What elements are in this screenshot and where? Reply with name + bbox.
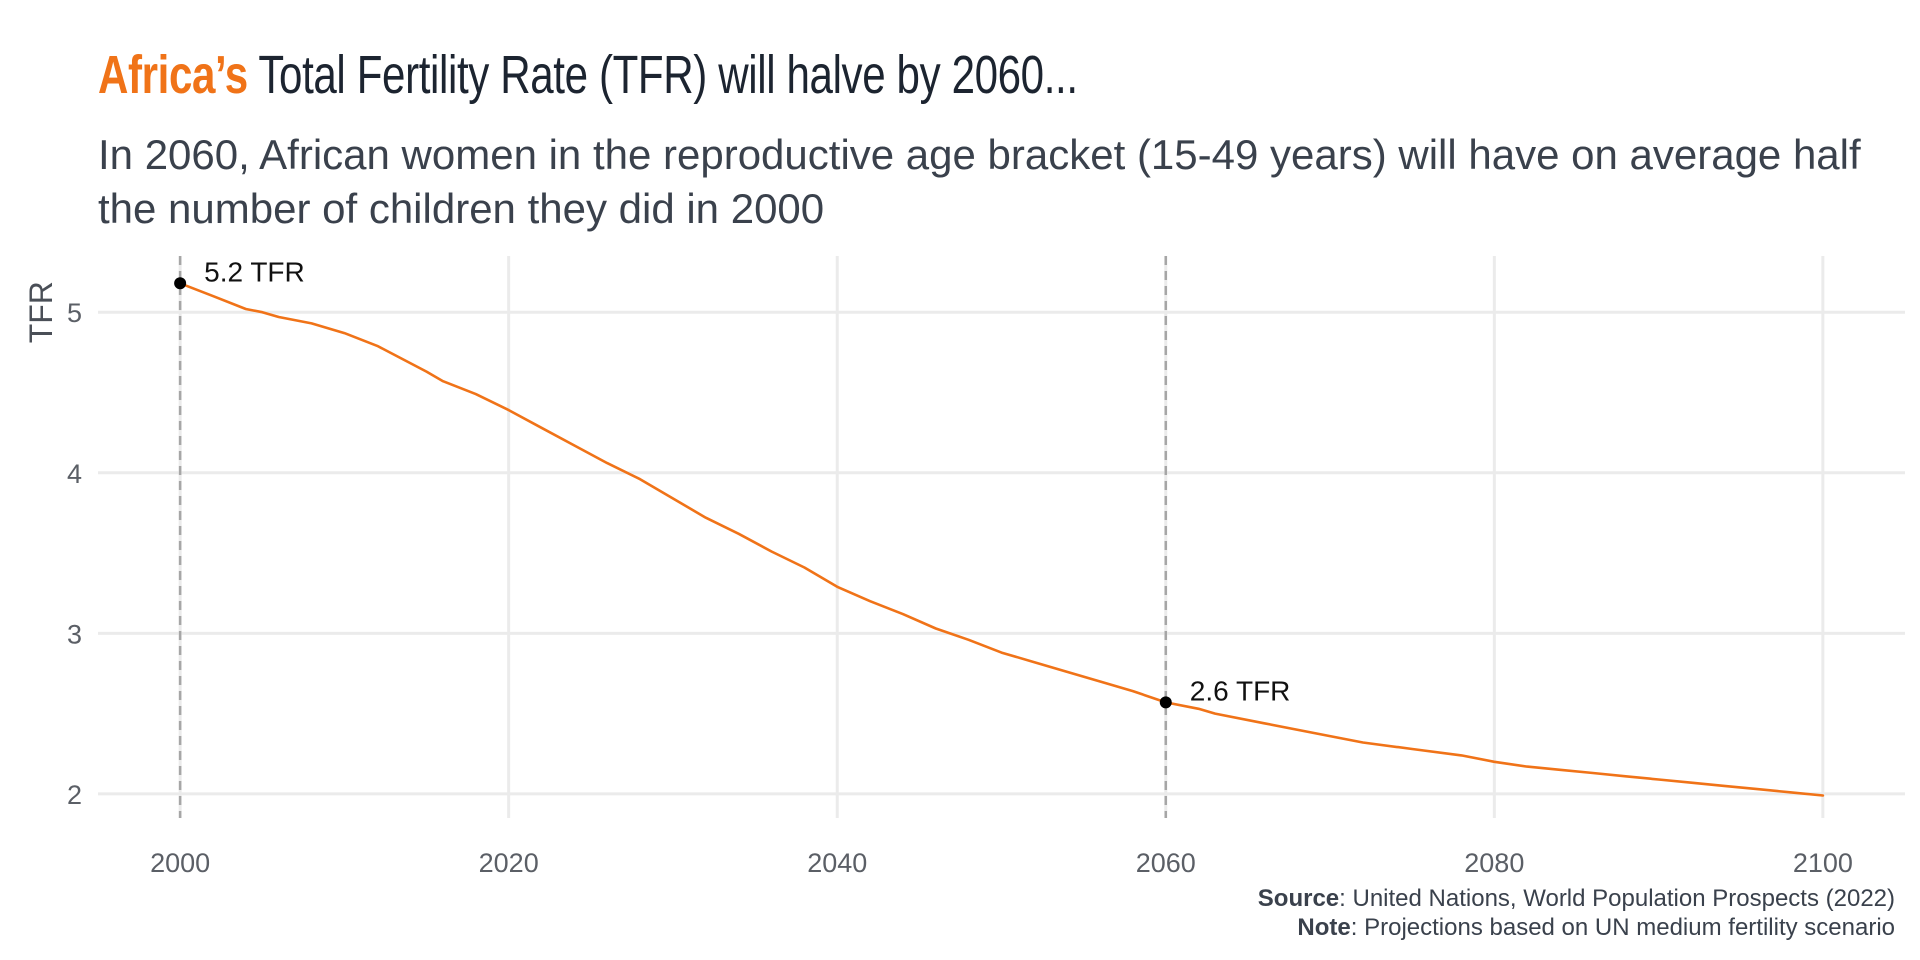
note-label: Note xyxy=(1297,914,1351,941)
x-tick-label: 2040 xyxy=(807,848,867,878)
data-label-2000: 5.2 TFR xyxy=(204,256,305,287)
data-point-2060 xyxy=(1159,696,1172,709)
source-text: : United Nations, World Population Prosp… xyxy=(1339,885,1895,912)
reference-lines xyxy=(178,256,1168,818)
data-point-2000 xyxy=(174,277,187,290)
axis-layer: 2 3 4 5 2000 2020 2040 2060 2080 2100 TFR xyxy=(23,281,1853,878)
y-tick-label: 2 xyxy=(67,780,82,810)
x-tick-label: 2100 xyxy=(1793,848,1853,878)
chart-title-accent: Africa’s xyxy=(98,45,248,105)
y-tick-label: 5 xyxy=(67,298,82,328)
x-tick-label: 2000 xyxy=(150,848,210,878)
series-layer xyxy=(178,281,1825,797)
source-label: Source xyxy=(1257,885,1340,912)
y-tick-label: 4 xyxy=(67,459,82,489)
x-tick-label: 2080 xyxy=(1464,848,1524,878)
methodology-note: Note: Projections based on UN medium fer… xyxy=(1297,913,1895,943)
annotation-layer: 5.2 TFR 2.6 TFR xyxy=(174,256,1291,709)
chart-title-rest: Total Fertility Rate (TFR) will halve by… xyxy=(247,45,1078,105)
note-text: : Projections based on UN medium fertili… xyxy=(1350,914,1895,941)
y-tick-label: 3 xyxy=(67,619,82,649)
grid-layer xyxy=(98,256,1905,818)
y-axis-label: TFR xyxy=(23,281,59,343)
x-tick-label: 2020 xyxy=(479,848,539,878)
chart-title: Africa’s Total Fertility Rate (TFR) will… xyxy=(98,38,1078,112)
data-label-2060: 2.6 TFR xyxy=(1190,675,1291,706)
source-note: Source: United Nations, World Population… xyxy=(1258,884,1895,914)
x-tick-label: 2060 xyxy=(1136,848,1196,878)
chart-subtitle: In 2060, African women in the reproducti… xyxy=(98,131,1861,232)
tfr-series-line xyxy=(178,281,1825,797)
